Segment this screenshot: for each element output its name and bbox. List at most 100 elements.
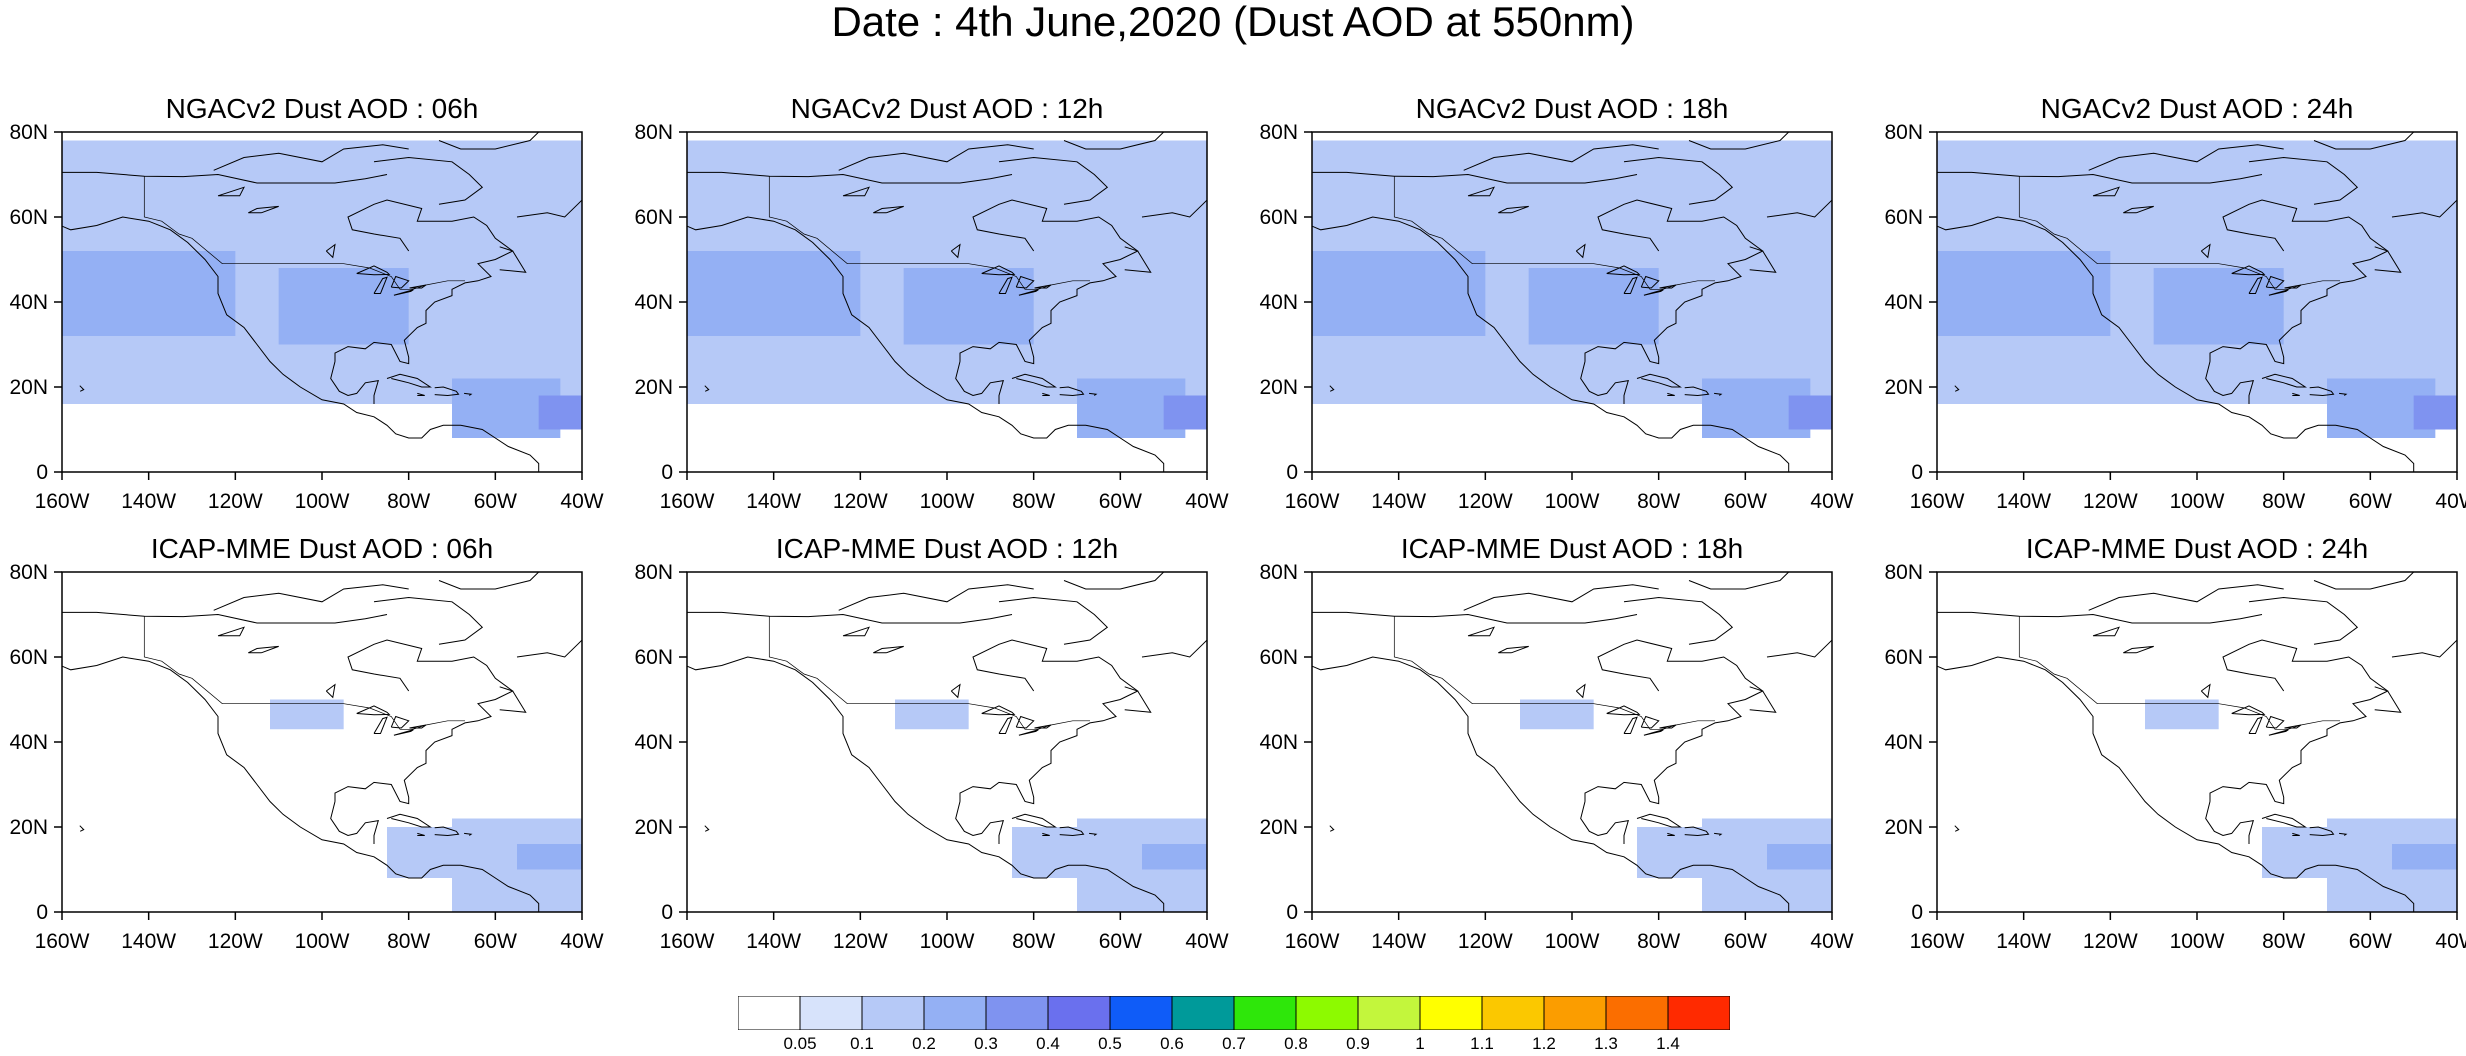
coastline bbox=[434, 826, 460, 837]
lon-tick-label: 40W bbox=[1810, 930, 1853, 953]
lon-tick-label: 100W bbox=[1545, 490, 1600, 513]
lat-tick-label: 40N bbox=[9, 731, 48, 754]
coastline bbox=[838, 584, 1034, 611]
lake-outline bbox=[409, 724, 427, 729]
lon-tick-label: 60W bbox=[1724, 490, 1767, 513]
lake-outline bbox=[2123, 645, 2154, 654]
lake-outline bbox=[2092, 626, 2120, 637]
coastline bbox=[438, 572, 540, 590]
lake-outline bbox=[1623, 716, 1638, 734]
aod-region bbox=[2392, 844, 2457, 870]
aod-region bbox=[1312, 251, 1486, 336]
map-plot: 160W 140W 120W 100W 80W 60W 40W 0 20N 40N 60N 80N bbox=[634, 121, 1228, 513]
coastline bbox=[1042, 832, 1050, 836]
lake-outline bbox=[356, 705, 391, 716]
lat-tick-label: 20N bbox=[1259, 376, 1298, 399]
lon-tick-label: 40W bbox=[1185, 930, 1228, 953]
lake-outline bbox=[2265, 715, 2285, 729]
lake-outline bbox=[2123, 205, 2154, 214]
national-border bbox=[143, 176, 465, 290]
coastlines bbox=[62, 572, 582, 912]
coastline bbox=[1623, 156, 1734, 205]
lon-tick-label: 40W bbox=[1810, 490, 1853, 513]
lat-tick-label: 0 bbox=[1911, 901, 1923, 924]
lake-outline bbox=[1034, 284, 1052, 289]
lake-outline bbox=[373, 276, 388, 294]
coastlines bbox=[687, 572, 1207, 912]
lon-tick-label: 160W bbox=[35, 490, 90, 513]
map-plot: 160W 140W 120W 100W 80W 60W 40W 0 20N 40N 60N 80N bbox=[9, 121, 603, 513]
coastline bbox=[434, 386, 460, 397]
coastline bbox=[417, 832, 425, 836]
national-border bbox=[1393, 616, 1715, 730]
lake-outline bbox=[950, 683, 961, 699]
colorbar-label: 0.1 bbox=[850, 1034, 874, 1053]
lon-tick-label: 40W bbox=[2435, 930, 2466, 953]
coastline bbox=[687, 171, 1013, 184]
coastline bbox=[464, 392, 473, 396]
lon-tick-label: 100W bbox=[295, 490, 350, 513]
national-border bbox=[2018, 176, 2340, 290]
colorbar-label: 1.4 bbox=[1656, 1034, 1680, 1053]
coastline bbox=[62, 216, 540, 472]
coastline bbox=[2205, 801, 2255, 844]
aod-region bbox=[903, 268, 1034, 345]
coastline bbox=[334, 199, 514, 365]
coastline bbox=[955, 361, 1005, 404]
lat-tick-label: 60N bbox=[1259, 646, 1298, 669]
lat-tick-label: 20N bbox=[634, 816, 673, 839]
map-panel: ICAP-MME Dust AOD : 12h 160W 140W 120W 100W 8… bbox=[634, 532, 1228, 962]
colorbar-label: 0.5 bbox=[1098, 1034, 1122, 1053]
coastline bbox=[1141, 199, 1207, 218]
colorbar bbox=[738, 996, 1730, 1030]
lake-outline bbox=[2248, 716, 2263, 734]
coastline bbox=[1312, 171, 1638, 184]
coastline bbox=[838, 144, 1034, 171]
lake-outline bbox=[842, 626, 870, 637]
coastline bbox=[1463, 584, 1659, 611]
lat-tick-label: 20N bbox=[1884, 376, 1923, 399]
coastline bbox=[1688, 572, 1790, 590]
lon-tick-label: 100W bbox=[1545, 930, 1600, 953]
coastline bbox=[687, 611, 1013, 624]
lon-tick-label: 100W bbox=[920, 930, 975, 953]
colorbar-label: 0.8 bbox=[1284, 1034, 1308, 1053]
national-border bbox=[2018, 616, 2340, 730]
coastline bbox=[438, 132, 540, 150]
coastline bbox=[1042, 392, 1050, 396]
coastline bbox=[998, 596, 1109, 645]
lon-tick-label: 80W bbox=[1012, 930, 1055, 953]
main-title: Date : 4th June,2020 (Dust AOD at 550nm) bbox=[831, 0, 1635, 45]
lake-outline bbox=[1640, 715, 1660, 729]
lon-tick-label: 40W bbox=[560, 930, 603, 953]
map-panel: ICAP-MME Dust AOD : 24h 160W 140W 120W 100W 8… bbox=[1884, 532, 2466, 962]
map-panel: NGACv2 Dust AOD : 12h 160W 140W 120W 100W 80W… bbox=[634, 92, 1228, 522]
lake-outline bbox=[2265, 275, 2285, 289]
aod-field bbox=[1312, 140, 1832, 438]
lon-tick-label: 80W bbox=[2262, 930, 2305, 953]
lake-outline bbox=[1015, 275, 1035, 289]
coastline bbox=[1124, 686, 1152, 713]
coastline bbox=[2088, 144, 2284, 171]
coastlines bbox=[1937, 572, 2457, 912]
colorbar-label: 1.3 bbox=[1594, 1034, 1618, 1053]
lon-tick-label: 140W bbox=[746, 930, 801, 953]
coastline bbox=[1011, 373, 1057, 388]
lon-tick-label: 100W bbox=[2170, 490, 2225, 513]
map-plot: 160W 140W 120W 100W 80W 60W 40W 0 20N 40N 60N 80N bbox=[1884, 121, 2466, 513]
coastline bbox=[1312, 611, 1638, 624]
coastlines bbox=[1312, 572, 1832, 912]
lake-outline bbox=[1659, 284, 1677, 289]
coastline bbox=[1059, 826, 1085, 837]
coastline bbox=[1584, 199, 1764, 365]
lon-tick-label: 120W bbox=[833, 490, 888, 513]
lake-outline bbox=[1018, 289, 1039, 296]
lon-tick-label: 100W bbox=[920, 490, 975, 513]
coastline bbox=[499, 246, 527, 273]
lake-outline bbox=[393, 289, 414, 296]
colorbar-swatch bbox=[1047, 996, 1111, 1030]
lat-tick-label: 40N bbox=[1884, 291, 1923, 314]
coastline bbox=[1937, 216, 2415, 472]
coastline bbox=[2391, 639, 2457, 658]
colorbar-label: 0.05 bbox=[783, 1034, 817, 1053]
